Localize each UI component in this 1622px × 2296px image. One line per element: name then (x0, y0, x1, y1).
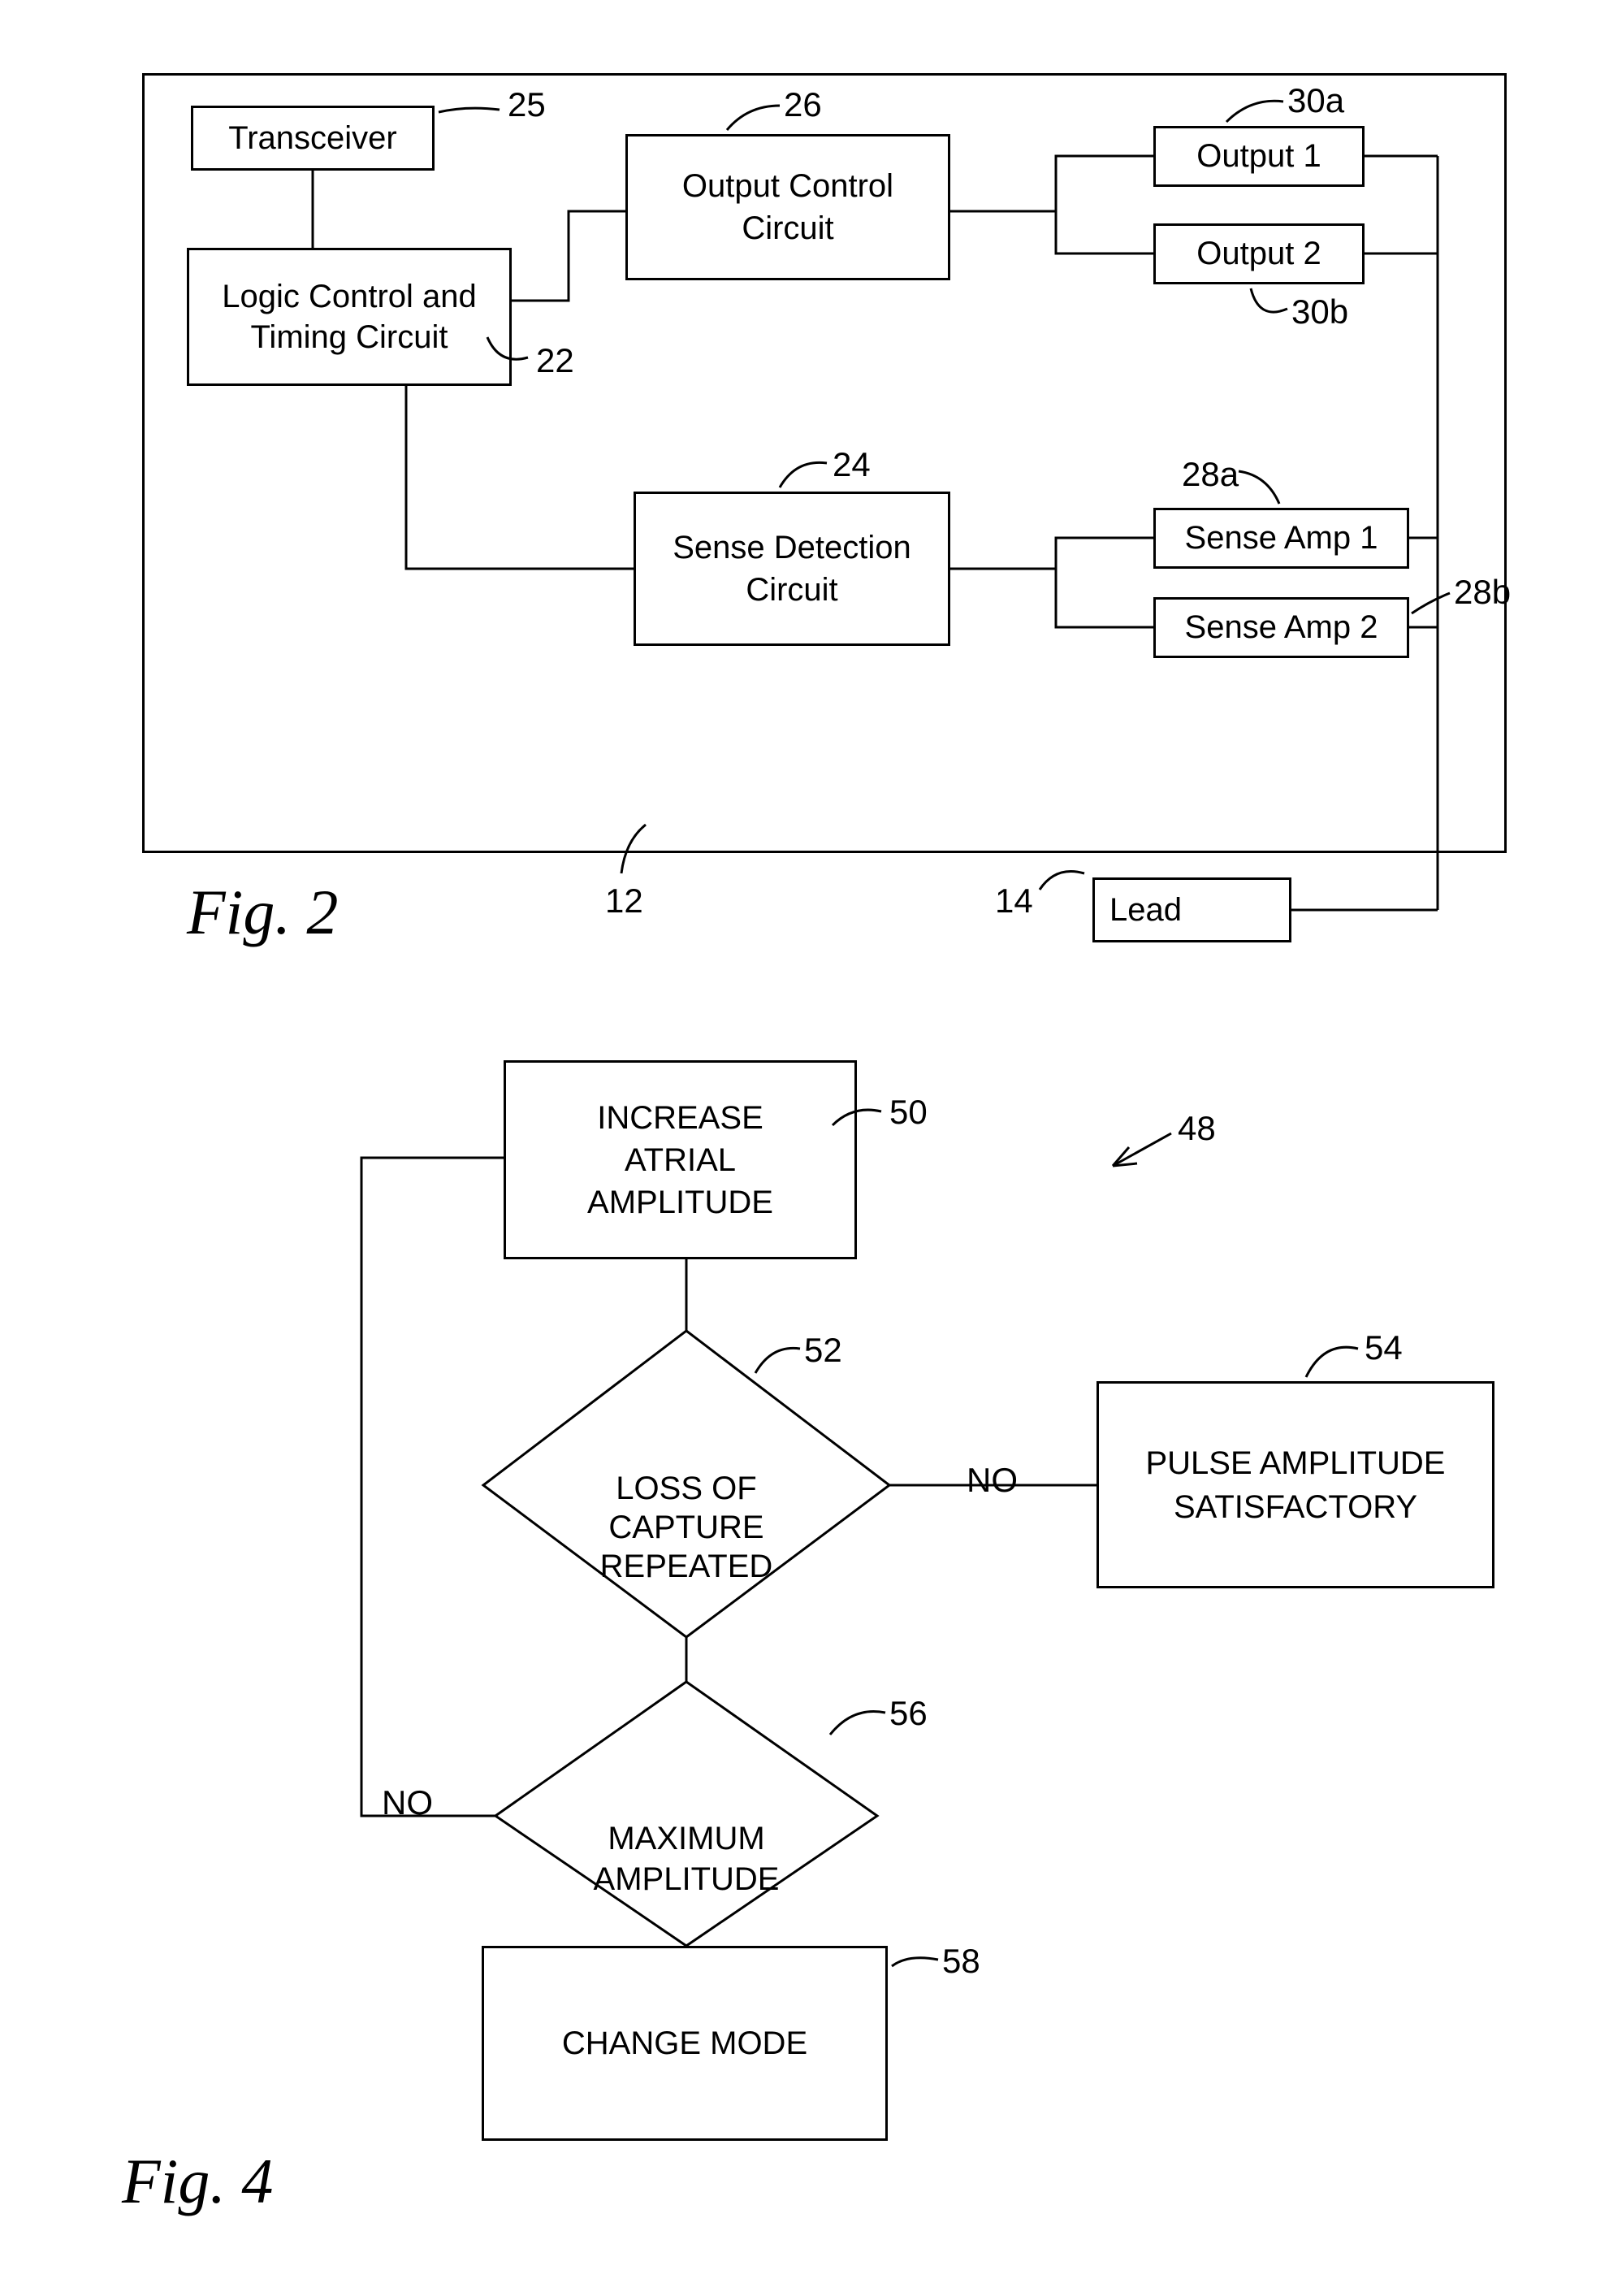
block-lead: Lead (1092, 877, 1291, 942)
ref-28b: 28b (1454, 573, 1511, 612)
ref-58: 58 (942, 1942, 980, 1981)
lead-label: Lead (1109, 892, 1182, 929)
ref-48: 48 (1178, 1109, 1216, 1148)
maximum-label: MAXIMUM AMPLITUDE (581, 1778, 792, 1900)
ref-25: 25 (508, 85, 546, 124)
edge-no1: NO (967, 1461, 1018, 1500)
ref-24: 24 (833, 445, 871, 484)
output1-label: Output 1 (1196, 138, 1321, 175)
block-pulse: PULSE AMPLITUDE SATISFACTORY (1096, 1381, 1494, 1588)
ref-50: 50 (889, 1093, 928, 1132)
ref-22: 22 (536, 341, 574, 380)
ref-52: 52 (804, 1331, 842, 1370)
increase-label: INCREASE ATRIAL AMPLITUDE (587, 1097, 773, 1224)
block-output1: Output 1 (1153, 126, 1365, 187)
ref-26: 26 (784, 85, 822, 124)
ref-28a: 28a (1182, 455, 1239, 494)
ref-14: 14 (995, 882, 1033, 921)
block-change: CHANGE MODE (482, 1946, 888, 2141)
block-sense-det: Sense Detection Circuit (634, 492, 950, 646)
block-sense1: Sense Amp 1 (1153, 508, 1409, 569)
block-output-ctrl: Output Control Circuit (625, 134, 950, 280)
sense1-label: Sense Amp 1 (1185, 520, 1378, 557)
loss-label: LOSS OF CAPTURE REPEATED (569, 1430, 804, 1586)
ref-56: 56 (889, 1694, 928, 1733)
block-output2: Output 2 (1153, 223, 1365, 284)
pulse-label: PULSE AMPLITUDE SATISFACTORY (1145, 1441, 1445, 1529)
output2-label: Output 2 (1196, 236, 1321, 272)
fig4-title: Fig. 4 (122, 2145, 273, 2218)
sense2-label: Sense Amp 2 (1185, 609, 1378, 646)
ref-54: 54 (1365, 1328, 1403, 1367)
block-logic: Logic Control and Timing Circuit (187, 248, 512, 386)
edge-no2: NO (382, 1783, 433, 1822)
sense-det-label: Sense Detection Circuit (673, 526, 911, 611)
output-ctrl-label: Output Control Circuit (682, 165, 893, 249)
diagram-canvas: Transceiver Logic Control and Timing Cir… (0, 0, 1622, 2296)
ref-30a: 30a (1287, 81, 1344, 120)
block-increase: INCREASE ATRIAL AMPLITUDE (504, 1060, 857, 1259)
ref-12: 12 (605, 882, 643, 921)
change-label: CHANGE MODE (562, 2025, 807, 2062)
logic-label: Logic Control and Timing Circuit (222, 276, 477, 357)
block-transceiver: Transceiver (191, 106, 435, 171)
fig2-title: Fig. 2 (187, 876, 338, 949)
transceiver-label: Transceiver (228, 120, 396, 157)
block-sense2: Sense Amp 2 (1153, 597, 1409, 658)
ref-30b: 30b (1291, 292, 1348, 331)
